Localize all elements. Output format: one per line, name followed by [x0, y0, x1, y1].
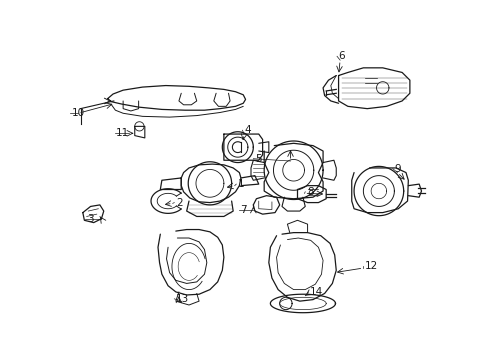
Text: 13: 13 — [176, 294, 189, 304]
Text: 3: 3 — [86, 214, 93, 224]
Text: 5: 5 — [254, 154, 261, 164]
Text: 10: 10 — [72, 108, 85, 118]
Text: 11: 11 — [116, 128, 129, 138]
Text: 12: 12 — [364, 261, 377, 271]
Text: 9: 9 — [393, 164, 400, 174]
Text: 4: 4 — [244, 125, 250, 135]
Text: 7: 7 — [240, 204, 246, 215]
Text: 8: 8 — [306, 187, 313, 197]
Text: 6: 6 — [338, 51, 345, 61]
Text: 1: 1 — [237, 179, 244, 189]
Text: 2: 2 — [176, 198, 182, 208]
Text: 14: 14 — [309, 287, 323, 297]
